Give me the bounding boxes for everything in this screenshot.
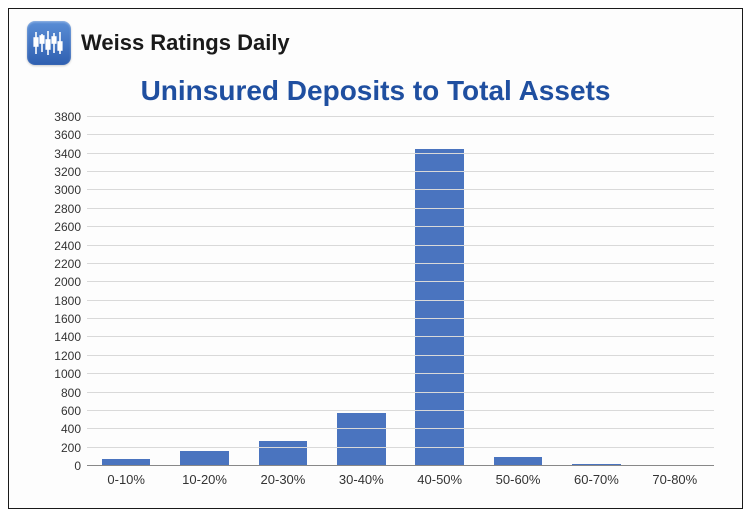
x-tick-label: 50-60%	[479, 466, 557, 494]
y-tick-label: 800	[61, 386, 87, 400]
x-tick-label: 60-70%	[557, 466, 635, 494]
plot: 0200400600800100012001400160018002000220…	[87, 117, 714, 466]
bar	[259, 441, 308, 466]
chart-card: Weiss Ratings Daily Uninsured Deposits t…	[8, 8, 743, 509]
bar-slot	[165, 117, 243, 466]
grid-line: 3400	[87, 153, 714, 154]
x-tick-label: 10-20%	[165, 466, 243, 494]
y-tick-label: 1400	[54, 330, 87, 344]
grid-line: 800	[87, 392, 714, 393]
bar	[180, 451, 229, 466]
y-tick-label: 1200	[54, 349, 87, 363]
y-tick-label: 2200	[54, 257, 87, 271]
bar	[415, 149, 464, 466]
y-tick-label: 3800	[54, 110, 87, 124]
bar	[337, 413, 386, 466]
y-tick-label: 3200	[54, 165, 87, 179]
bar-slot	[479, 117, 557, 466]
y-tick-label: 3600	[54, 128, 87, 142]
y-tick-label: 2800	[54, 202, 87, 216]
brand-name: Weiss Ratings Daily	[81, 30, 290, 56]
grid-line: 1600	[87, 318, 714, 319]
grid-line: 1400	[87, 336, 714, 337]
x-tick-label: 20-30%	[244, 466, 322, 494]
bar-slot	[557, 117, 635, 466]
brand-logo	[27, 21, 71, 65]
grid-line: 400	[87, 428, 714, 429]
grid-line: 200	[87, 447, 714, 448]
grid-line: 3000	[87, 189, 714, 190]
y-tick-label: 3400	[54, 147, 87, 161]
grid-line: 2400	[87, 245, 714, 246]
chart-title: Uninsured Deposits to Total Assets	[27, 75, 724, 107]
grid-line: 1000	[87, 373, 714, 374]
bar-slot	[322, 117, 400, 466]
y-tick-label: 200	[61, 441, 87, 455]
bar-slot	[87, 117, 165, 466]
grid-line: 600	[87, 410, 714, 411]
candlestick-icon	[32, 30, 66, 56]
y-tick-label: 2000	[54, 275, 87, 289]
bars-container	[87, 117, 714, 466]
grid-line: 2000	[87, 281, 714, 282]
bar-slot	[244, 117, 322, 466]
y-tick-label: 2400	[54, 239, 87, 253]
y-tick-label: 0	[74, 459, 87, 473]
grid-line: 2200	[87, 263, 714, 264]
y-tick-label: 1800	[54, 294, 87, 308]
grid-line: 2800	[87, 208, 714, 209]
x-tick-label: 30-40%	[322, 466, 400, 494]
grid-line: 1200	[87, 355, 714, 356]
x-tick-label: 40-50%	[401, 466, 479, 494]
y-tick-label: 600	[61, 404, 87, 418]
x-tick-label: 0-10%	[87, 466, 165, 494]
x-tick-label: 70-80%	[636, 466, 714, 494]
y-tick-label: 2600	[54, 220, 87, 234]
bar-slot	[636, 117, 714, 466]
y-tick-label: 3000	[54, 183, 87, 197]
y-tick-label: 1000	[54, 367, 87, 381]
plot-area: 0 200 400 600 800 1000 1200 1400 1600 1800 2000 220…	[27, 113, 724, 494]
grid-line: 1800	[87, 300, 714, 301]
header: Weiss Ratings Daily	[27, 21, 724, 65]
y-tick-label: 1600	[54, 312, 87, 326]
x-axis: 0-10%10-20%20-30%30-40%40-50%50-60%60-70…	[87, 466, 714, 494]
grid-line: 3600	[87, 134, 714, 135]
y-tick-label: 400	[61, 422, 87, 436]
bar-slot	[401, 117, 479, 466]
grid-line: 3200	[87, 171, 714, 172]
grid-line: 2600	[87, 226, 714, 227]
grid-line: 3800	[87, 116, 714, 117]
